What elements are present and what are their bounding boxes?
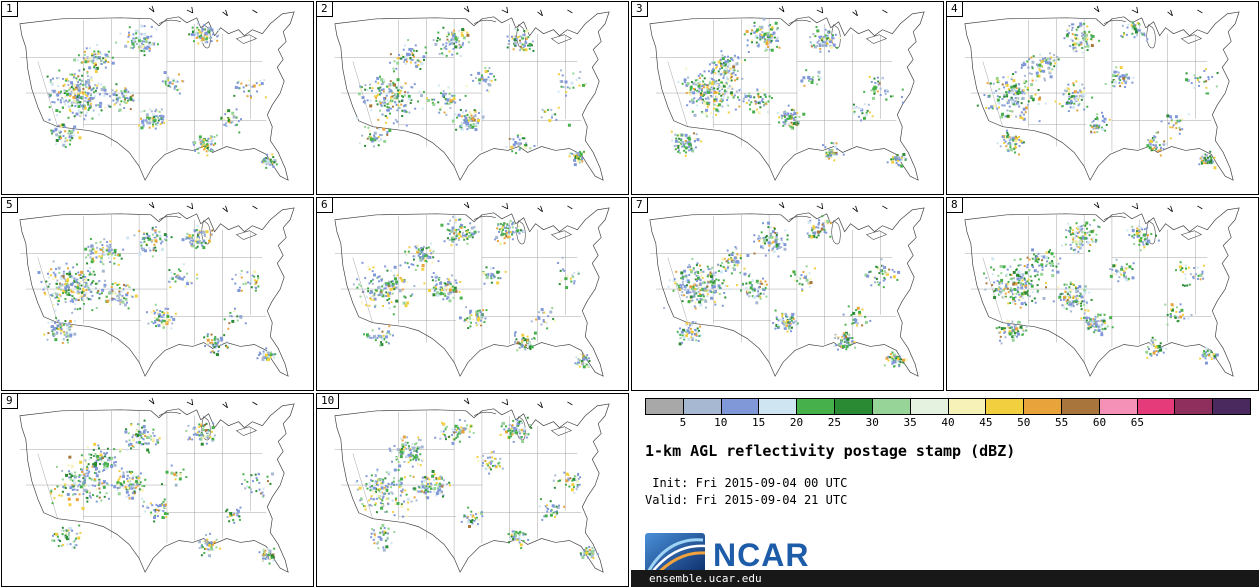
colorbar-tick: 45 xyxy=(979,416,993,429)
colorbar-segment xyxy=(1213,399,1250,414)
panel-number: 7 xyxy=(632,198,648,213)
reflectivity-map xyxy=(649,201,925,377)
colorbar-segment xyxy=(1061,399,1100,414)
ncar-logo-icon xyxy=(645,533,705,577)
ncar-logo-text: NCAR xyxy=(713,537,810,573)
ensemble-panel-1: 1 xyxy=(1,1,314,195)
init-time: Init: Fri 2015-09-04 00 UTC xyxy=(645,476,848,490)
colorbar-segment xyxy=(1099,399,1138,414)
panel-number: 3 xyxy=(632,2,648,17)
colorbar-tick: 5 xyxy=(679,416,687,429)
valid-time: Valid: Fri 2015-09-04 21 UTC xyxy=(645,493,848,507)
colorbar-tick: 60 xyxy=(1092,416,1107,429)
panel-number: 6 xyxy=(317,198,333,213)
panel-number: 4 xyxy=(947,2,963,17)
colorbar-segment xyxy=(1175,399,1214,414)
colorbar-tick: 55 xyxy=(1055,416,1069,429)
reflectivity-map xyxy=(334,5,610,181)
panel-number: 10 xyxy=(317,394,340,409)
colorbar-segment xyxy=(683,399,722,414)
reflectivity-map xyxy=(19,397,295,573)
ensemble-panel-6: 6 xyxy=(316,197,629,391)
colorbar-tick: 15 xyxy=(752,416,766,429)
footer-bar: ensemble.ucar.edu xyxy=(631,570,1259,587)
colorbar-tick: 10 xyxy=(714,416,728,429)
colorbar-tick: 65 xyxy=(1130,416,1144,429)
colorbar xyxy=(645,398,1251,415)
panel-row-3: 9 10 5 10 15 20 25 30 35 40 45 50 55 60 65 1-km AGL r… xyxy=(1,393,1259,587)
info-area: 5 10 15 20 25 30 35 40 45 50 55 60 65 1-km AGL refle… xyxy=(631,393,1259,587)
colorbar-tick: 50 xyxy=(1017,416,1031,429)
colorbar-segment xyxy=(872,399,911,414)
ensemble-panel-9: 9 xyxy=(1,393,314,587)
ensemble-panel-3: 3 xyxy=(631,1,944,195)
ensemble-panel-8: 8 xyxy=(946,197,1259,391)
colorbar-segment xyxy=(721,399,760,414)
colorbar-tick: 25 xyxy=(827,416,841,429)
colorbar-tick: 35 xyxy=(903,416,917,429)
colorbar-tick: 40 xyxy=(941,416,955,429)
colorbar-segment xyxy=(986,399,1025,414)
colorbar-segment xyxy=(1137,399,1176,414)
ensemble-panel-10: 10 xyxy=(316,393,629,587)
panel-number: 8 xyxy=(947,198,963,213)
panel-number: 9 xyxy=(2,394,18,409)
reflectivity-map xyxy=(964,201,1240,377)
colorbar-ticks: 5 10 15 20 25 30 35 40 45 50 55 60 65 xyxy=(645,415,1251,430)
product-title: 1-km AGL reflectivity postage stamp (dBZ… xyxy=(645,442,1016,460)
colorbar-segment xyxy=(759,399,798,414)
panel-number: 5 xyxy=(2,198,18,213)
reflectivity-map xyxy=(964,5,1240,181)
ensemble-panel-7: 7 xyxy=(631,197,944,391)
reflectivity-map xyxy=(334,397,610,573)
reflectivity-map xyxy=(649,5,925,181)
reflectivity-map xyxy=(19,201,295,377)
colorbar-segment xyxy=(835,399,873,414)
ensemble-panel-4: 4 xyxy=(946,1,1259,195)
ensemble-panel-5: 5 xyxy=(1,197,314,391)
ensemble-panel-2: 2 xyxy=(316,1,629,195)
ncar-logo: NCAR xyxy=(645,533,1251,577)
colorbar-segment xyxy=(1024,399,1062,414)
colorbar-segment xyxy=(910,399,949,414)
panel-number: 2 xyxy=(317,2,333,17)
panel-row-1: 1 2 3 4 xyxy=(1,1,1259,195)
panel-number: 1 xyxy=(2,2,18,17)
colorbar-segment xyxy=(797,399,836,414)
colorbar-tick: 30 xyxy=(865,416,879,429)
colorbar-segment xyxy=(646,399,684,414)
colorbar-tick: 20 xyxy=(789,416,804,429)
colorbar-segment xyxy=(948,399,987,414)
reflectivity-map xyxy=(334,201,610,377)
reflectivity-map xyxy=(19,5,295,181)
footer-url: ensemble.ucar.edu xyxy=(649,572,762,585)
panel-row-2: 5 6 7 8 xyxy=(1,197,1259,391)
